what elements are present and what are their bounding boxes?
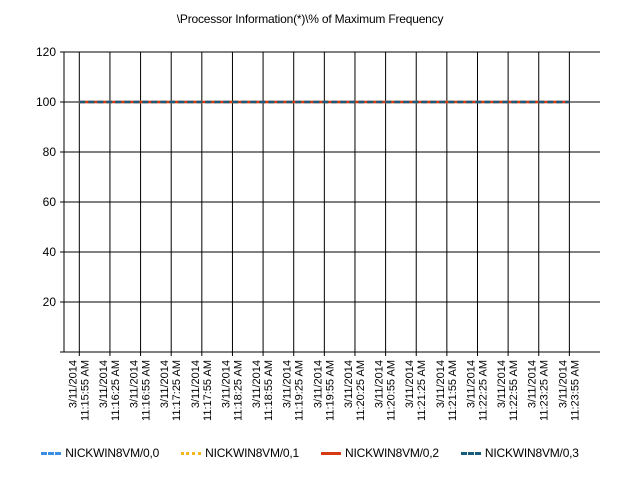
- x-tick-label: 3/11/201411:23:55 AM: [557, 360, 581, 421]
- x-tick-label: 3/11/201411:19:25 AM: [282, 360, 306, 421]
- x-tick-label: 3/11/201411:16:55 AM: [129, 360, 153, 421]
- legend-label: NICKWIN8VM/0,1: [205, 446, 299, 460]
- x-tick-label: 3/11/201411:17:25 AM: [159, 360, 183, 421]
- y-tick-label: 20: [43, 295, 57, 309]
- legend-label: NICKWIN8VM/0,2: [345, 446, 439, 460]
- legend-label: NICKWIN8VM/0,3: [484, 446, 579, 460]
- y-tick-label: 40: [43, 245, 57, 259]
- x-tick-label: 3/11/201411:22:25 AM: [465, 360, 489, 421]
- legend-label: NICKWIN8VM/0,0: [65, 446, 160, 460]
- y-tick-label: 80: [43, 145, 57, 159]
- x-tick-label: 3/11/201411:21:55 AM: [435, 360, 459, 421]
- x-tick-label: 3/11/201411:17:55 AM: [190, 360, 214, 421]
- y-tick-label: 100: [36, 95, 56, 109]
- legend-item: NICKWIN8VM/0,1: [181, 446, 299, 460]
- legend-swatch: [321, 451, 341, 455]
- y-tick-label: 60: [43, 195, 57, 209]
- x-tick-label: 3/11/201411:16:25 AM: [98, 360, 122, 421]
- legend-swatch: [41, 451, 62, 455]
- y-tick-label: 120: [36, 45, 56, 59]
- x-tick-label: 3/11/201411:15:55 AM: [67, 360, 91, 421]
- legend-item: NICKWIN8VM/0,3: [460, 446, 579, 460]
- chart-title: \Processor Information(*)\% of Maximum F…: [176, 12, 444, 26]
- legend-item: NICKWIN8VM/0,2: [321, 446, 439, 460]
- legend: NICKWIN8VM/0,0 NICKWIN8VM/0,1 NICKWIN8VM/0…: [0, 446, 620, 460]
- x-tick-label: 3/11/201411:23:25 AM: [527, 360, 551, 421]
- x-tick-label: 3/11/201411:20:55 AM: [374, 360, 398, 421]
- x-tick-label: 3/11/201411:18:55 AM: [251, 360, 275, 421]
- x-tick-label: 3/11/201411:21:25 AM: [404, 360, 428, 421]
- legend-swatch: [181, 451, 202, 455]
- legend-item: NICKWIN8VM/0,0: [41, 446, 159, 460]
- x-tick-label: 3/11/201411:18:25 AM: [220, 360, 244, 421]
- x-tick-label: 3/11/201411:22:55 AM: [496, 360, 520, 421]
- x-tick-label: 3/11/201411:19:55 AM: [312, 360, 336, 421]
- legend-swatch: [460, 451, 481, 455]
- x-tick-label: 3/11/201411:20:25 AM: [343, 360, 367, 421]
